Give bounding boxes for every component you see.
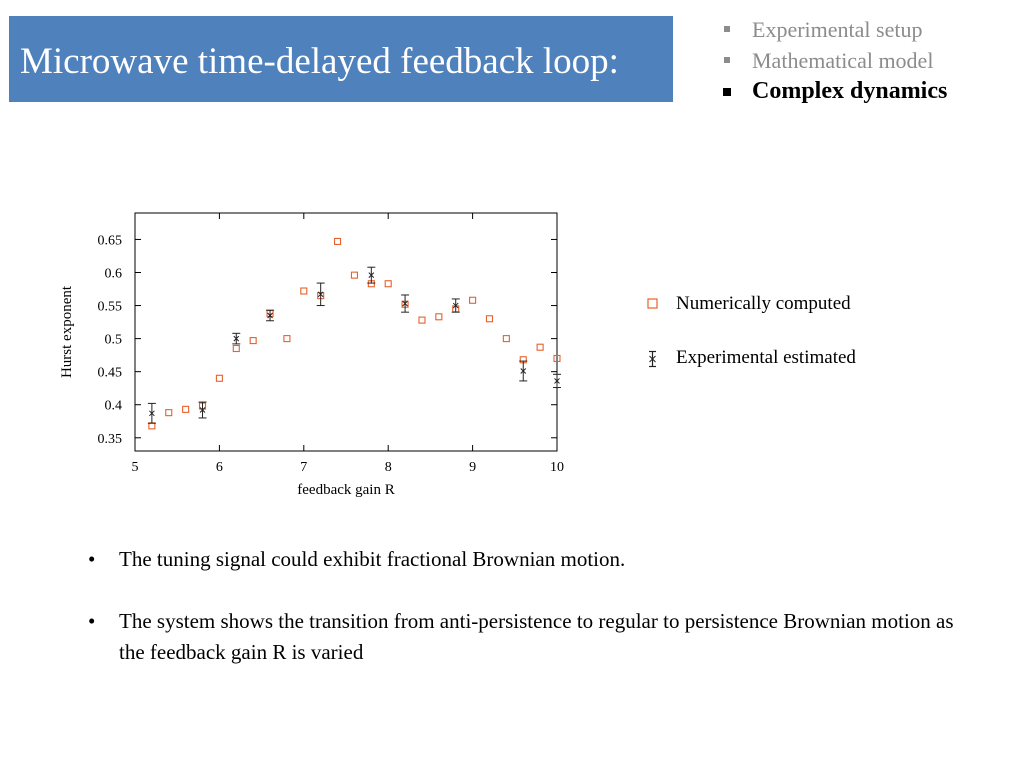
numerical-point [536,343,544,351]
legend-item-numerical: Numerically computed [645,290,856,318]
bullet-dot-icon: • [88,609,96,633]
x-tick-label: 9 [469,460,476,475]
y-tick-label: 0.45 [98,366,123,381]
numerical-point [502,335,510,343]
nav-item-mathematical-model[interactable]: Mathematical model [720,45,947,76]
bullet-item: • The tuning signal could exhibit fractio… [85,544,965,575]
numerical-point [350,271,358,279]
errorbar-marker-icon [649,350,656,368]
numerical-point [300,287,308,295]
bullet-text: The system shows the transition from ant… [119,609,954,664]
title-banner: Microwave time-delayed feedback loop: [9,16,673,102]
square-bullet-icon [724,26,730,32]
numerical-point [182,405,190,413]
y-tick-label: 0.35 [98,432,123,447]
numerical-point [165,409,173,417]
numerical-point [384,280,392,288]
y-tick-label: 0.65 [98,233,123,248]
experimental-point [367,266,376,284]
y-tick-label: 0.55 [98,300,123,315]
numerical-point [435,313,443,321]
nav-item-experimental-setup[interactable]: Experimental setup [720,14,947,45]
open-square-marker-icon [647,298,658,309]
experimental-point [147,402,156,424]
nav-item-complex-dynamics[interactable]: Complex dynamics [720,76,947,107]
experimental-point [198,401,207,419]
experimental-point [316,282,325,307]
bullet-text: The tuning signal could exhibit fraction… [119,547,626,571]
legend-item-experimental: Experimental estimated [645,344,856,372]
nav-item-label: Experimental setup [752,17,923,42]
y-tick-label: 0.4 [105,399,123,414]
experimental-point [266,309,275,322]
numerical-point [485,315,494,323]
y-axis-label: Hurst exponent [59,285,75,378]
bullet-list: • The tuning signal could exhibit fractio… [85,544,965,668]
numerical-point [249,337,257,345]
experimental-point [519,360,528,382]
legend-label: Experimental estimated [676,347,856,368]
y-tick-label: 0.6 [105,267,123,282]
x-tick-label: 5 [132,460,139,475]
nav-item-label: Mathematical model [752,48,934,73]
experimental-point [451,298,460,313]
bullet-dot-icon: • [88,547,96,571]
numerical-point [553,354,561,362]
plot-frame [134,212,558,452]
square-bullet-icon [723,88,731,96]
x-tick-label: 6 [216,460,223,475]
numerical-point [469,296,477,304]
y-tick-label: 0.5 [105,333,123,348]
numerical-point [232,344,240,353]
experimental-point [232,332,241,345]
x-tick-label: 10 [550,460,564,475]
nav-item-label: Complex dynamics [752,78,948,104]
numerical-point [283,335,291,343]
numerical-point [418,316,426,324]
section-nav: Experimental setup Mathematical model Co… [720,14,947,107]
legend-label: Numerically computed [676,293,851,314]
x-axis-label: feedback gain R [297,482,394,498]
x-tick-label: 7 [300,460,307,475]
hurst-exponent-chart: 5 6 7 8 9 10 0.35 0.4 0.45 0.5 0.55 0.6 0.65 feedbac… [59,212,564,498]
slide-title: Microwave time-delayed feedback loop: [20,41,619,82]
numerical-point [215,374,223,382]
numerical-point [334,237,342,245]
numerical-point [148,422,156,430]
bullet-item: • The system shows the transition from an… [85,606,965,668]
experimental-point [401,294,410,313]
experimental-point [553,373,561,389]
square-bullet-icon [724,57,730,63]
chart-legend: Numerically computed Experimental estima… [645,290,856,372]
x-tick-label: 8 [385,460,392,475]
